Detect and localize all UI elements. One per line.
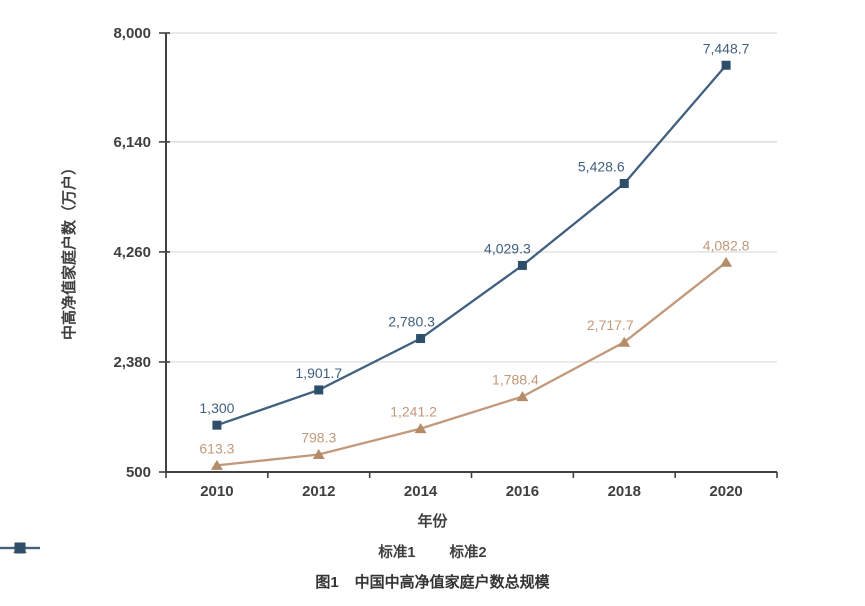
- legend-label-series2: 标准2: [449, 545, 487, 561]
- x-axis-title: 年份: [417, 513, 448, 530]
- data-point-marker: [314, 385, 324, 395]
- data-point-marker: [414, 423, 427, 434]
- data-label: 613.3: [199, 440, 234, 456]
- legend-item-series1: 标准1: [0, 541, 416, 562]
- data-label: 2,780.3: [388, 314, 435, 330]
- square-marker-icon: [0, 542, 40, 554]
- data-label: 2,717.7: [587, 317, 634, 333]
- data-point-marker: [416, 334, 426, 344]
- x-tick-label: 2012: [302, 483, 335, 500]
- y-tick-label: 500: [126, 464, 151, 481]
- figure-caption-number: 图1: [315, 574, 339, 591]
- data-label: 798.3: [301, 430, 336, 446]
- data-point-marker: [720, 256, 733, 267]
- series1-line: [216, 261, 727, 467]
- data-label: 4,029.3: [484, 240, 531, 256]
- x-tick-label: 2010: [200, 483, 233, 500]
- legend: 标准1 标准2: [0, 541, 865, 562]
- y-axis-title: 中高净值家庭户数（万户）: [60, 160, 78, 340]
- legend-label-series1: 标准1: [378, 545, 416, 561]
- data-label: 5,428.6: [578, 159, 625, 175]
- data-label: 1,300: [199, 400, 234, 416]
- figure-caption-text: 中国中高净值家庭户数总规模: [354, 574, 550, 591]
- y-tick-label: 2,380: [113, 354, 151, 371]
- x-tick-label: 2014: [404, 483, 438, 500]
- data-point-marker: [517, 260, 527, 270]
- data-label: 1,901.7: [295, 365, 342, 381]
- data-point-marker: [210, 459, 223, 470]
- x-tick-label: 2018: [608, 483, 641, 500]
- x-tick-label: 2016: [506, 483, 539, 500]
- data-point-marker: [212, 420, 222, 430]
- x-tick-label: 2020: [709, 483, 742, 500]
- y-tick-label: 6,140: [113, 134, 151, 151]
- data-point-marker: [619, 179, 629, 189]
- figure-caption: 图1 中国中高净值家庭户数总规模: [0, 571, 865, 592]
- data-point-marker: [312, 449, 325, 460]
- line-chart-svg: 500 2,380 4,260 6,140 8,000 2010 2012 2014 2016 2…: [60, 25, 778, 500]
- legend-item-series2: 标准2: [0, 541, 487, 562]
- series2-line: [216, 64, 727, 427]
- y-tick-label: 8,000: [113, 25, 151, 42]
- y-tick-label: 4,260: [113, 244, 151, 261]
- data-label: 7,448.7: [703, 40, 750, 56]
- data-label: 1,788.4: [492, 372, 539, 388]
- data-point-marker: [721, 60, 731, 70]
- data-label: 4,082.8: [703, 237, 750, 253]
- data-label: 1,241.2: [390, 404, 437, 420]
- data-point-marker: [618, 336, 631, 347]
- data-point-marker: [516, 391, 529, 402]
